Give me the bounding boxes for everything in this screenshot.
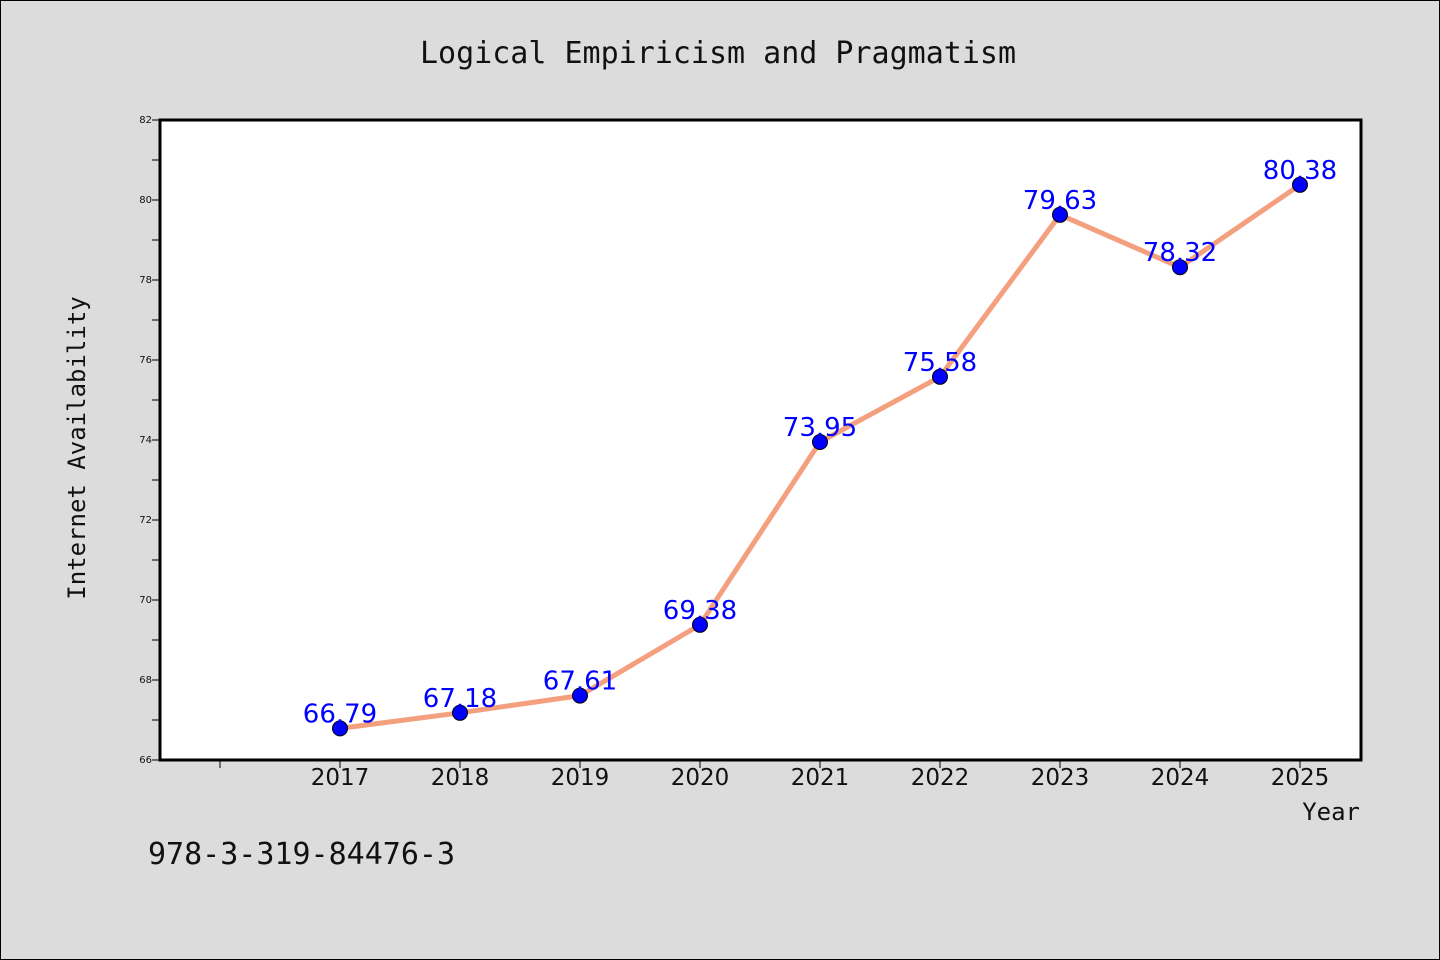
- data-label: 73.95: [783, 413, 857, 443]
- data-labels: 66.79 67.18 67.61 69.38 73.95 75.58 79.63 78.32…: [303, 156, 1337, 730]
- y-tick-label: 80: [139, 195, 152, 206]
- y-tick-label: 72: [139, 515, 152, 526]
- x-tick-label: 2017: [311, 765, 370, 791]
- data-point: [332, 720, 348, 737]
- y-axis: 66 68 70 72 74 76 78 80 82: [139, 115, 160, 766]
- y-tick-label: 70: [139, 595, 152, 606]
- x-tick-label: 2023: [1031, 765, 1090, 791]
- data-label: 80.38: [1263, 156, 1337, 186]
- x-tick-label: 2020: [671, 765, 730, 791]
- x-tick-label: 2019: [551, 765, 610, 791]
- y-tick-label: 74: [139, 435, 152, 446]
- chart-title: Logical Empiricism and Pragmatism: [420, 36, 1016, 71]
- data-point: [1172, 259, 1188, 276]
- x-tick-label: 2018: [431, 765, 490, 791]
- series-markers: [332, 176, 1308, 737]
- data-label: 78.32: [1143, 238, 1217, 268]
- data-point: [812, 434, 828, 450]
- y-tick-label: 82: [139, 115, 152, 126]
- data-label: 67.61: [543, 667, 617, 697]
- x-tick-label: 2025: [1271, 765, 1330, 791]
- x-tick-label: 2021: [791, 765, 850, 791]
- data-point: [1292, 176, 1308, 193]
- isbn-footnote: 978-3-319-84476-3: [148, 837, 455, 872]
- data-point: [452, 704, 468, 721]
- data-point: [692, 616, 708, 633]
- y-tick-label: 66: [139, 755, 152, 766]
- y-tick-label: 78: [139, 275, 152, 286]
- data-label: 67.18: [423, 684, 497, 714]
- x-tick-label: 2022: [911, 765, 970, 791]
- data-point: [572, 687, 588, 704]
- data-point: [932, 368, 948, 385]
- x-axis-label: Year: [1302, 798, 1360, 826]
- data-label: 66.79: [303, 699, 377, 729]
- data-label: 75.58: [903, 348, 977, 378]
- x-axis: 2017 2018 2019 2020 2021 2022 2023 2024 2025: [219, 760, 1330, 791]
- data-label: 69.38: [663, 596, 737, 626]
- data-label: 79.63: [1023, 186, 1097, 216]
- y-axis-label: Internet Availability: [63, 296, 91, 599]
- y-tick-label: 76: [139, 355, 152, 366]
- x-tick-label: 2024: [1151, 765, 1210, 791]
- plot-area: [158, 118, 1363, 762]
- data-point: [1052, 206, 1068, 223]
- y-tick-label: 68: [139, 675, 152, 686]
